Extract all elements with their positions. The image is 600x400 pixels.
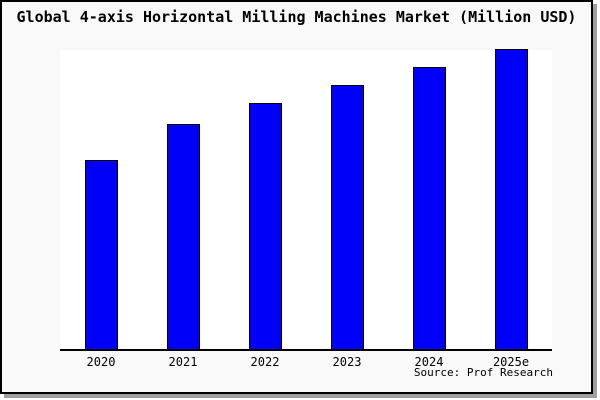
plot-area [60,49,552,351]
x-tick-label-2020: 2020 [86,355,116,369]
chart-frame: Global 4-axis Horizontal Milling Machine… [0,0,593,394]
chart-title: Global 4-axis Horizontal Milling Machine… [16,8,577,26]
bar-2020 [84,160,118,349]
x-tick-label-2023: 2023 [332,355,362,369]
bar-2023 [330,85,364,349]
bar-2024 [412,67,446,349]
bar-2021 [166,124,200,349]
bar-2025e [494,49,528,349]
x-axis-labels: 2020 2021 2022 2023 2024 2025e [60,355,552,371]
x-tick-label-2022: 2022 [250,355,280,369]
x-tick-label-2021: 2021 [168,355,198,369]
bar-2022 [248,103,282,349]
x-tick-label-2025e: 2025e [492,355,530,369]
source-credit: Source: Prof Research [413,366,553,379]
x-tick-label-2024: 2024 [414,355,444,369]
